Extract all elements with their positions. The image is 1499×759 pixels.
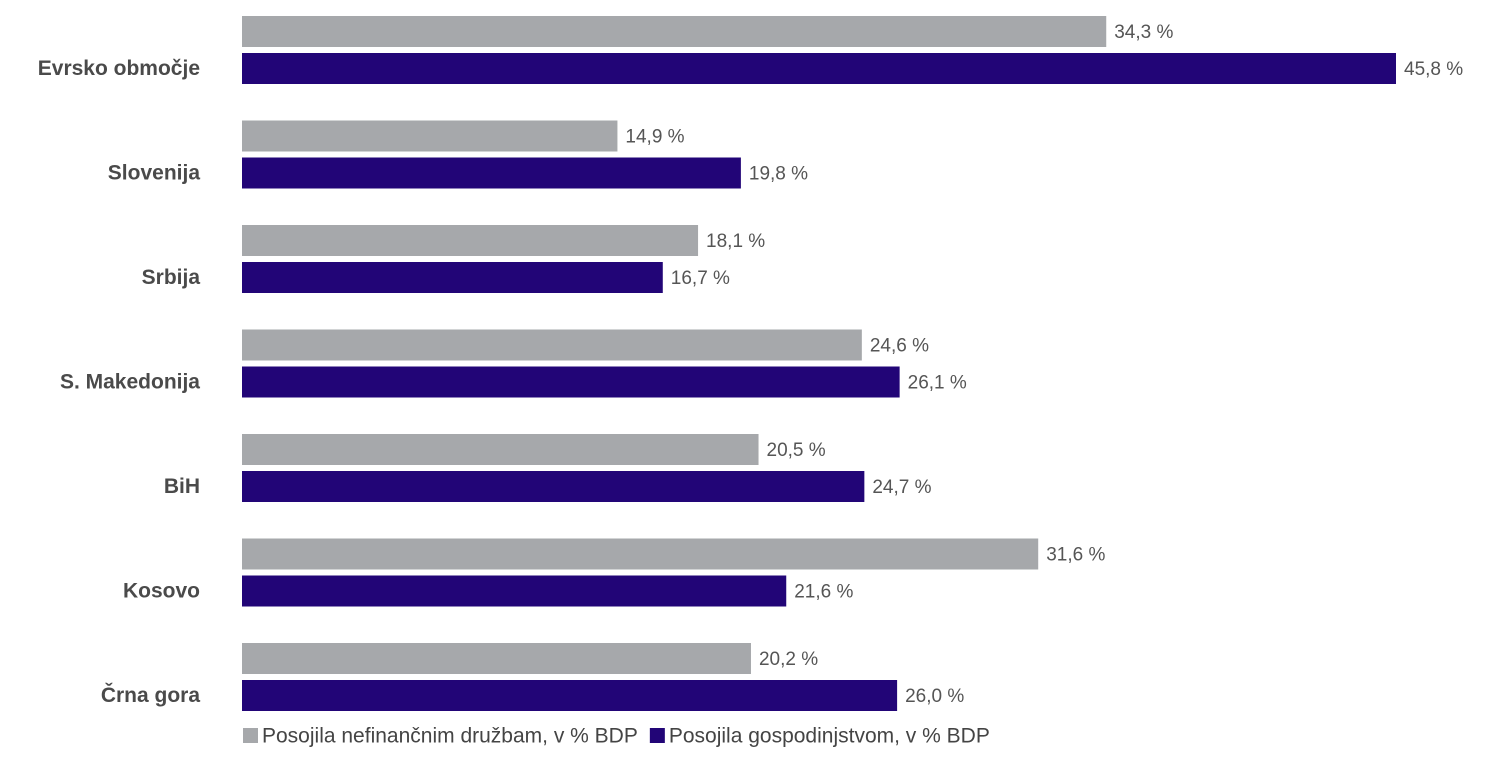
legend-swatch — [649, 728, 665, 743]
category-label: Slovenija — [108, 162, 201, 185]
legend-label: Posojila nefinančnim družbam, v % BDP — [262, 725, 638, 748]
bar-household-loans — [242, 366, 900, 398]
category-label: Kosovo — [123, 580, 200, 603]
data-label: 31,6 % — [1046, 545, 1105, 566]
category-label: S. Makedonija — [60, 371, 200, 394]
bar-nonfinancial-loans — [242, 225, 699, 256]
bar-household-loans — [242, 53, 1396, 84]
category-label: Črna gora — [101, 683, 201, 707]
labels-layer: Evrsko območje 34,3 % 45,8 % Slovenija 14,9 … — [38, 22, 1463, 707]
bar-household-loans — [242, 157, 741, 189]
bar-nonfinancial-loans — [242, 329, 862, 361]
data-label: 16,7 % — [671, 268, 730, 289]
bar-nonfinancial-loans — [242, 434, 759, 465]
bar-nonfinancial-loans — [242, 16, 1107, 47]
data-label: 26,1 % — [908, 373, 967, 394]
data-label: 21,6 % — [794, 582, 853, 603]
data-label: 19,8 % — [749, 164, 808, 185]
bar-household-loans — [242, 575, 787, 607]
data-label: 20,5 % — [767, 440, 826, 461]
legend-label: Posojila gospodinjstvom, v % BDP — [669, 725, 990, 748]
bar-household-loans — [242, 680, 898, 711]
data-label: 20,2 % — [759, 649, 818, 670]
data-label: 18,1 % — [706, 231, 765, 252]
bar-household-loans — [242, 471, 865, 502]
bar-nonfinancial-loans — [242, 643, 751, 674]
data-label: 34,3 % — [1114, 22, 1173, 43]
bar-nonfinancial-loans — [242, 538, 1039, 570]
data-label: 26,0 % — [905, 686, 964, 707]
bar-nonfinancial-loans — [242, 120, 618, 152]
legend-swatch — [243, 728, 258, 743]
category-label: BiH — [164, 475, 200, 498]
data-label: 14,9 % — [625, 127, 684, 148]
data-label: 24,6 % — [870, 336, 929, 357]
bars-layer — [242, 16, 1396, 711]
legend: Posojila nefinančnim družbam, v % BDP Pos… — [243, 725, 990, 748]
category-label: Srbija — [142, 266, 201, 289]
data-label: 24,7 % — [872, 477, 931, 498]
category-label: Evrsko območje — [38, 57, 200, 80]
data-label: 45,8 % — [1404, 59, 1463, 80]
bar-household-loans — [242, 262, 663, 293]
